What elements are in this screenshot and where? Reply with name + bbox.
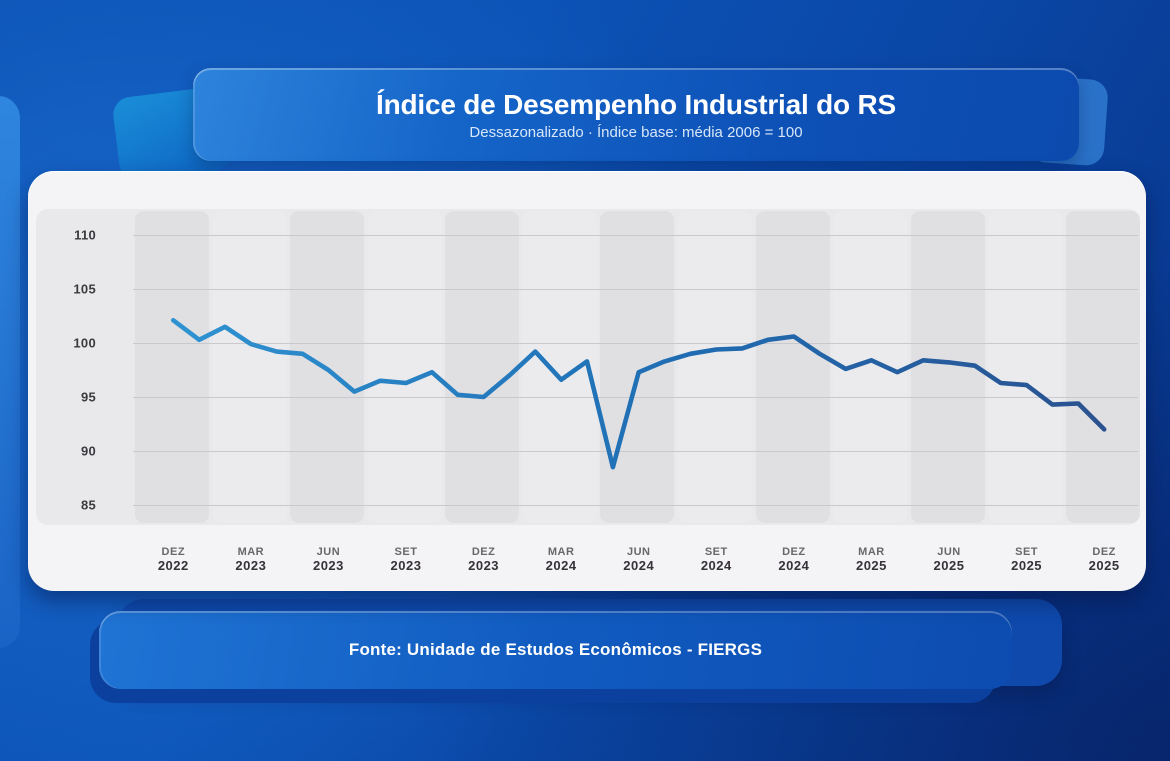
tick-year: 2023	[468, 558, 500, 573]
y-axis-label: 100	[73, 335, 96, 351]
tick-month: MAR	[547, 546, 575, 558]
quarter-band	[367, 211, 442, 523]
chart-title: Índice de Desempenho Industrial do RS	[375, 88, 897, 120]
quarter-band	[600, 211, 675, 523]
tick-year: 2023	[390, 558, 422, 573]
tick-month: SET	[394, 546, 418, 558]
tick-year: 2024	[545, 558, 577, 573]
gridline	[133, 505, 1138, 506]
header-panel: Índice de Desempenho Industrial do RS De…	[193, 68, 1079, 161]
tick-month: DEZ	[1092, 546, 1116, 558]
left-accent-shape	[0, 96, 20, 648]
tick-year: 2025	[1088, 558, 1120, 573]
quarter-band	[910, 211, 985, 523]
plot-area: 110 105 100 95 90 85	[36, 209, 1140, 525]
tick-month: MAR	[858, 546, 885, 558]
gridline	[133, 235, 1138, 236]
x-axis-tick: DEZ 2023	[442, 546, 526, 573]
tick-month: DEZ	[161, 546, 186, 558]
tick-month: SET	[1015, 546, 1039, 558]
chart-subtitle: Dessazonalizado · Índice base: média 200…	[469, 123, 803, 141]
gridline	[133, 289, 1138, 290]
y-axis-label: 105	[73, 281, 96, 297]
quarter-band	[988, 211, 1063, 523]
x-axis-tick: JUN 2024	[597, 546, 681, 573]
x-axis-tick: DEZ 2024	[752, 546, 836, 573]
tick-year: 2023	[312, 558, 344, 573]
quarter-band	[677, 211, 752, 523]
quarter-band	[1065, 211, 1140, 523]
x-axis-tick: SET 2023	[364, 546, 448, 573]
tick-year: 2022	[157, 558, 189, 573]
tick-year: 2024	[623, 558, 655, 573]
quarter-band	[445, 211, 520, 523]
tick-month: JUN	[626, 546, 651, 558]
y-axis-label: 85	[80, 497, 96, 513]
x-axis-tick: JUN 2025	[907, 546, 991, 573]
tick-month: DEZ	[471, 546, 496, 558]
tick-year: 2023	[235, 558, 267, 573]
y-axis-label: 95	[80, 389, 96, 405]
x-axis-tick: MAR 2024	[519, 546, 603, 573]
quarter-band	[290, 211, 365, 523]
tick-year: 2025	[855, 558, 887, 573]
gridline	[133, 397, 1138, 398]
quarter-band	[212, 211, 287, 523]
tick-year: 2024	[778, 558, 810, 573]
footer-panel: Fonte: Unidade de Estudos Econômicos - F…	[99, 611, 1012, 689]
tick-month: DEZ	[782, 546, 806, 558]
x-axis-tick: MAR 2025	[829, 546, 913, 573]
tick-year: 2024	[700, 558, 732, 573]
tick-month: JUN	[937, 546, 961, 558]
gridline	[133, 451, 1138, 452]
quarter-band	[833, 211, 908, 523]
x-axis-tick: SET 2024	[674, 546, 758, 573]
x-axis-tick: SET 2025	[985, 546, 1069, 573]
source-text: Fonte: Unidade de Estudos Econômicos - F…	[348, 640, 763, 659]
y-axis-label: 90	[80, 443, 96, 459]
tick-month: JUN	[316, 546, 341, 558]
y-axis-label: 110	[74, 227, 96, 243]
quarter-band	[522, 211, 597, 523]
x-axis-tick: DEZ 2025	[1062, 546, 1146, 573]
tick-year: 2025	[933, 558, 965, 573]
tick-month: SET	[704, 546, 728, 558]
tick-month: MAR	[237, 546, 265, 558]
quarter-band	[755, 211, 830, 523]
x-axis-tick: DEZ 2022	[131, 546, 215, 573]
gridline	[133, 343, 1138, 344]
tick-year: 2025	[1011, 558, 1043, 573]
chart-card: 110 105 100 95 90 85 DEZ 2022 MAR 2023 JUN 2023 SET…	[28, 171, 1146, 591]
x-axis-tick: JUN 2023	[286, 546, 370, 573]
quarter-band	[135, 211, 209, 523]
x-axis-tick: MAR 2023	[209, 546, 293, 573]
